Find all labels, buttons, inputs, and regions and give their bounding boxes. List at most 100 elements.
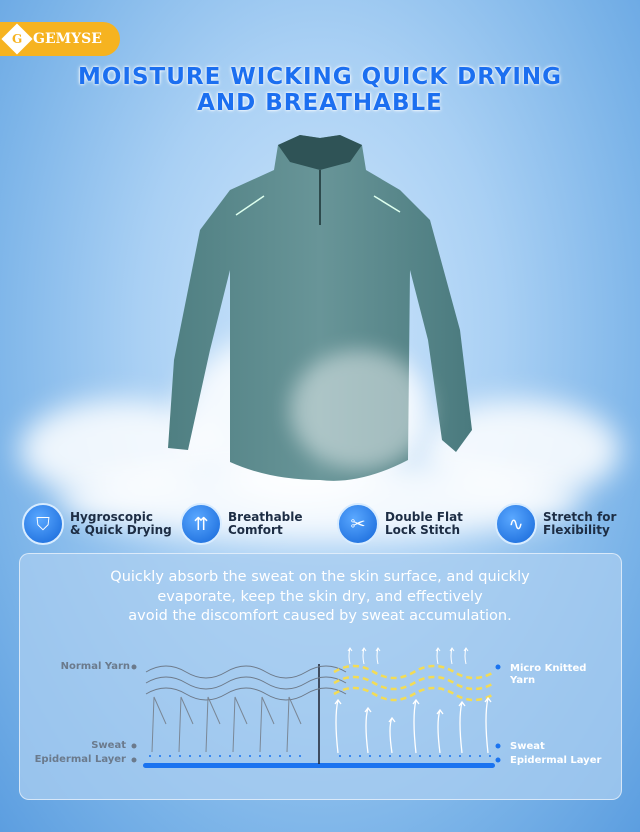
sweat-blocked-arrow [205, 696, 221, 753]
label-dot [495, 743, 501, 749]
feature-breathable: ⇈ Breathable Comfort [180, 503, 303, 545]
sweat-blocked-arrow [259, 696, 275, 753]
sweat-drop [199, 755, 201, 757]
sweat-blocked-arrow [151, 696, 167, 753]
sweat-drop [369, 755, 371, 757]
sweat-drop [179, 755, 181, 757]
sweat-drop [429, 755, 431, 757]
sweat-drop [339, 755, 341, 757]
micro-yarn-strand [333, 686, 495, 702]
sweat-drop [289, 755, 291, 757]
feature-label: Hygroscopic [70, 510, 153, 524]
sweat-drop [419, 755, 421, 757]
sweat-drop [209, 755, 211, 757]
sweat-drop [459, 755, 461, 757]
feature-label: Stretch for [543, 510, 617, 524]
sweat-rise-arrow [388, 716, 396, 754]
description: Quickly absorb the sweat on the skin sur… [40, 568, 600, 627]
label-epidermal-left: Epidermal Layer [34, 754, 126, 765]
sweat-rise-arrow [436, 708, 444, 754]
stitch-icon: ✂ [337, 503, 379, 545]
sweat-drop [439, 755, 441, 757]
stretch-wave-icon: ∿ [495, 503, 537, 545]
sweat-drop [399, 755, 401, 757]
title-line-1: MOISTURE WICKING QUICK DRYING [77, 64, 563, 90]
sweat-drop [189, 755, 191, 757]
normal-yarn-strand [145, 687, 347, 701]
sweat-drop [349, 755, 351, 757]
label-normal-yarn: Normal Yarn [60, 661, 130, 672]
sweat-drop [469, 755, 471, 757]
shirt-image [168, 135, 472, 481]
sweat-drop [169, 755, 171, 757]
sweat-drop [259, 755, 261, 757]
feature-label: Flexibility [543, 523, 610, 537]
air-flow-icon: ⇈ [180, 503, 222, 545]
description-line: avoid the discomfort caused by sweat acc… [128, 608, 512, 624]
page-title: MOISTURE WICKING QUICK DRYING AND BREATH… [0, 64, 640, 116]
feature-hygroscopic: ⛉ Hygroscopic & Quick Drying [22, 503, 172, 545]
evaporation-arrow [361, 647, 367, 665]
label-sweat-right: Sweat [510, 741, 545, 752]
label-micro-yarn-2: Yarn [510, 675, 536, 686]
sweat-drop [249, 755, 251, 757]
sweat-drop [389, 755, 391, 757]
title-line-2: AND BREATHABLE [197, 90, 443, 116]
evaporation-arrow [449, 647, 455, 665]
sweat-drop [359, 755, 361, 757]
label-dot [131, 664, 137, 670]
sweat-drop [379, 755, 381, 757]
sweat-rise-arrow [334, 698, 342, 754]
sweat-drop [219, 755, 221, 757]
sweat-rise-arrow [412, 698, 420, 754]
sweat-drop [229, 755, 231, 757]
sweat-blocked-arrow [286, 696, 302, 753]
label-dot [131, 743, 137, 749]
evaporation-arrow [435, 647, 441, 665]
sweat-blocked-arrow [232, 696, 248, 753]
feature-stitch: ✂ Double Flat Lock Stitch [337, 503, 463, 545]
evaporation-arrow [347, 647, 353, 665]
description-line: evaporate, keep the skin dry, and effect… [157, 588, 483, 605]
label-epidermal-right: Epidermal Layer [510, 755, 602, 766]
sweat-rise-arrow [458, 700, 466, 754]
label-dot [495, 664, 501, 670]
sweat-drop [299, 755, 301, 757]
normal-yarn-strand [145, 665, 347, 679]
sweat-blocked-arrow [178, 696, 194, 753]
micro-yarn-strand [333, 664, 495, 680]
epidermal-layer-bar [143, 763, 495, 768]
evaporation-arrow [463, 647, 469, 665]
sweat-drop [409, 755, 411, 757]
label-sweat-left: Sweat [91, 740, 126, 751]
sweat-drop [479, 755, 481, 757]
feature-label: Breathable [228, 510, 303, 524]
micro-yarn-strand [333, 675, 495, 691]
feature-stretch: ∿ Stretch for Flexibility [495, 503, 616, 545]
sweat-drop [449, 755, 451, 757]
label-dot [131, 757, 137, 763]
evaporation-arrow [375, 647, 381, 665]
feature-label: Comfort [228, 523, 283, 537]
brand-name: GEMYSE [33, 31, 102, 47]
sweat-drop [269, 755, 271, 757]
sweat-drop [489, 755, 491, 757]
sweat-drop [159, 755, 161, 757]
filter-cup-icon: ⛉ [22, 503, 64, 545]
description-line: Quickly absorb the sweat on the skin sur… [110, 569, 530, 585]
sweat-drop [149, 755, 151, 757]
info-panel [19, 553, 622, 800]
sweat-rise-arrow [484, 696, 492, 754]
brand-logo: G GEMYSE [0, 22, 120, 56]
label-dot [495, 757, 501, 763]
feature-label: Lock Stitch [385, 523, 461, 537]
normal-yarn-strand [145, 676, 347, 690]
sweat-drop [239, 755, 241, 757]
sweat-rise-arrow [364, 706, 372, 754]
label-micro-yarn-1: Micro Knitted [510, 663, 587, 674]
sweat-drop [279, 755, 281, 757]
feature-label: Double Flat [385, 510, 463, 524]
feature-label: & Quick Drying [70, 523, 172, 537]
